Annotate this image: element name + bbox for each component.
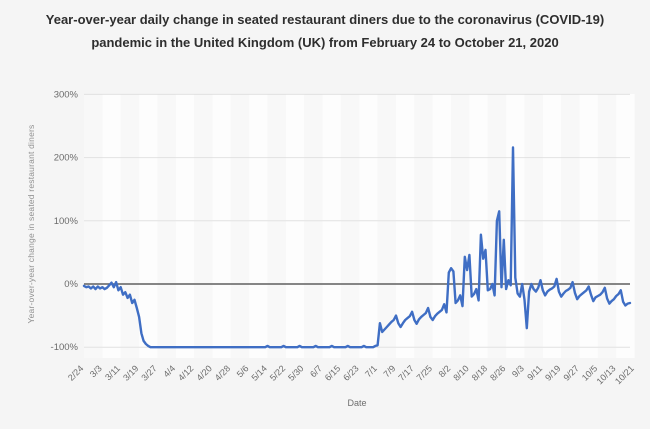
plot-band — [561, 94, 580, 358]
x-tick-label: 9/19 — [543, 363, 562, 382]
y-tick-labels: 300% 200% 100% 0% -100% — [51, 89, 79, 353]
x-tick-label: 5/30 — [286, 363, 305, 382]
plot-band — [230, 94, 250, 358]
plot-band — [579, 94, 598, 358]
plot-band — [139, 94, 158, 358]
x-tick-label: 7/25 — [415, 363, 434, 382]
plot-band — [120, 94, 140, 358]
x-tick-label: 7/17 — [396, 363, 415, 382]
plot-band — [175, 94, 195, 358]
x-tick-label: 4/4 — [161, 363, 177, 379]
plot-band — [340, 94, 360, 358]
plot-band — [542, 94, 562, 358]
y-tick-label: 300% — [54, 89, 79, 100]
y-tick-label: 200% — [54, 153, 79, 164]
plot-band — [102, 94, 121, 358]
plot-band — [359, 94, 378, 358]
x-tick-label: 2/24 — [66, 363, 85, 382]
x-tick-labels: 2/24 3/3 3/113/193/27 4/44/124/204/28 5/65/1… — [66, 363, 636, 386]
plot-band — [304, 94, 323, 358]
x-tick-label: 5/6 — [235, 363, 251, 379]
x-tick-label: 6/15 — [323, 363, 342, 382]
plot-band — [84, 94, 103, 358]
x-tick-label: 4/20 — [194, 363, 213, 382]
x-tick-label: 3/19 — [121, 363, 140, 382]
x-tick-label: 7/9 — [381, 363, 397, 379]
x-tick-label: 6/7 — [308, 363, 324, 379]
plot-band — [322, 94, 341, 358]
x-axis-title: Date — [347, 398, 367, 408]
x-tick-label: 8/18 — [470, 363, 489, 382]
x-tick-label: 3/3 — [88, 363, 104, 379]
x-tick-label: 9/11 — [525, 363, 544, 382]
plot-band — [285, 94, 305, 358]
plot-band — [432, 94, 452, 358]
plot-band — [377, 94, 396, 358]
x-tick-label: 5/22 — [268, 363, 287, 382]
plot-bands — [84, 94, 635, 358]
x-tick-label: 4/12 — [176, 363, 195, 382]
plot-band — [194, 94, 213, 358]
chart-title: Year-over-year daily change in seated re… — [45, 12, 605, 50]
y-tick-label: -100% — [51, 342, 79, 353]
y-tick-label: 100% — [54, 216, 79, 227]
x-tick-label: 10/13 — [595, 363, 618, 386]
plot-band — [157, 94, 176, 358]
plot-band — [249, 94, 268, 358]
x-tick-label: 8/2 — [437, 363, 453, 379]
plot-band — [469, 94, 488, 358]
x-tick-label: 7/1 — [363, 363, 379, 379]
x-tick-label: 4/28 — [213, 363, 232, 382]
x-tick-label: 8/10 — [451, 363, 470, 382]
x-tick-label: 9/3 — [510, 363, 526, 379]
x-tick-label: 6/23 — [341, 363, 360, 382]
x-tick-label: 9/27 — [561, 363, 580, 382]
x-tick-label: 10/21 — [613, 363, 636, 386]
plot-band — [597, 94, 617, 358]
plot-band — [451, 94, 470, 358]
x-tick-label: 5/14 — [249, 363, 268, 382]
plot-band — [414, 94, 433, 358]
y-tick-label: 0% — [64, 279, 78, 290]
plot-band — [267, 94, 286, 358]
plot-band — [212, 94, 231, 358]
plot-band — [616, 94, 635, 358]
x-tick-label: 3/11 — [103, 363, 122, 382]
plot-band — [396, 94, 415, 358]
x-tick-label: 8/26 — [488, 363, 507, 382]
data-line — [82, 146, 632, 349]
x-tick-label: 3/27 — [139, 363, 158, 382]
